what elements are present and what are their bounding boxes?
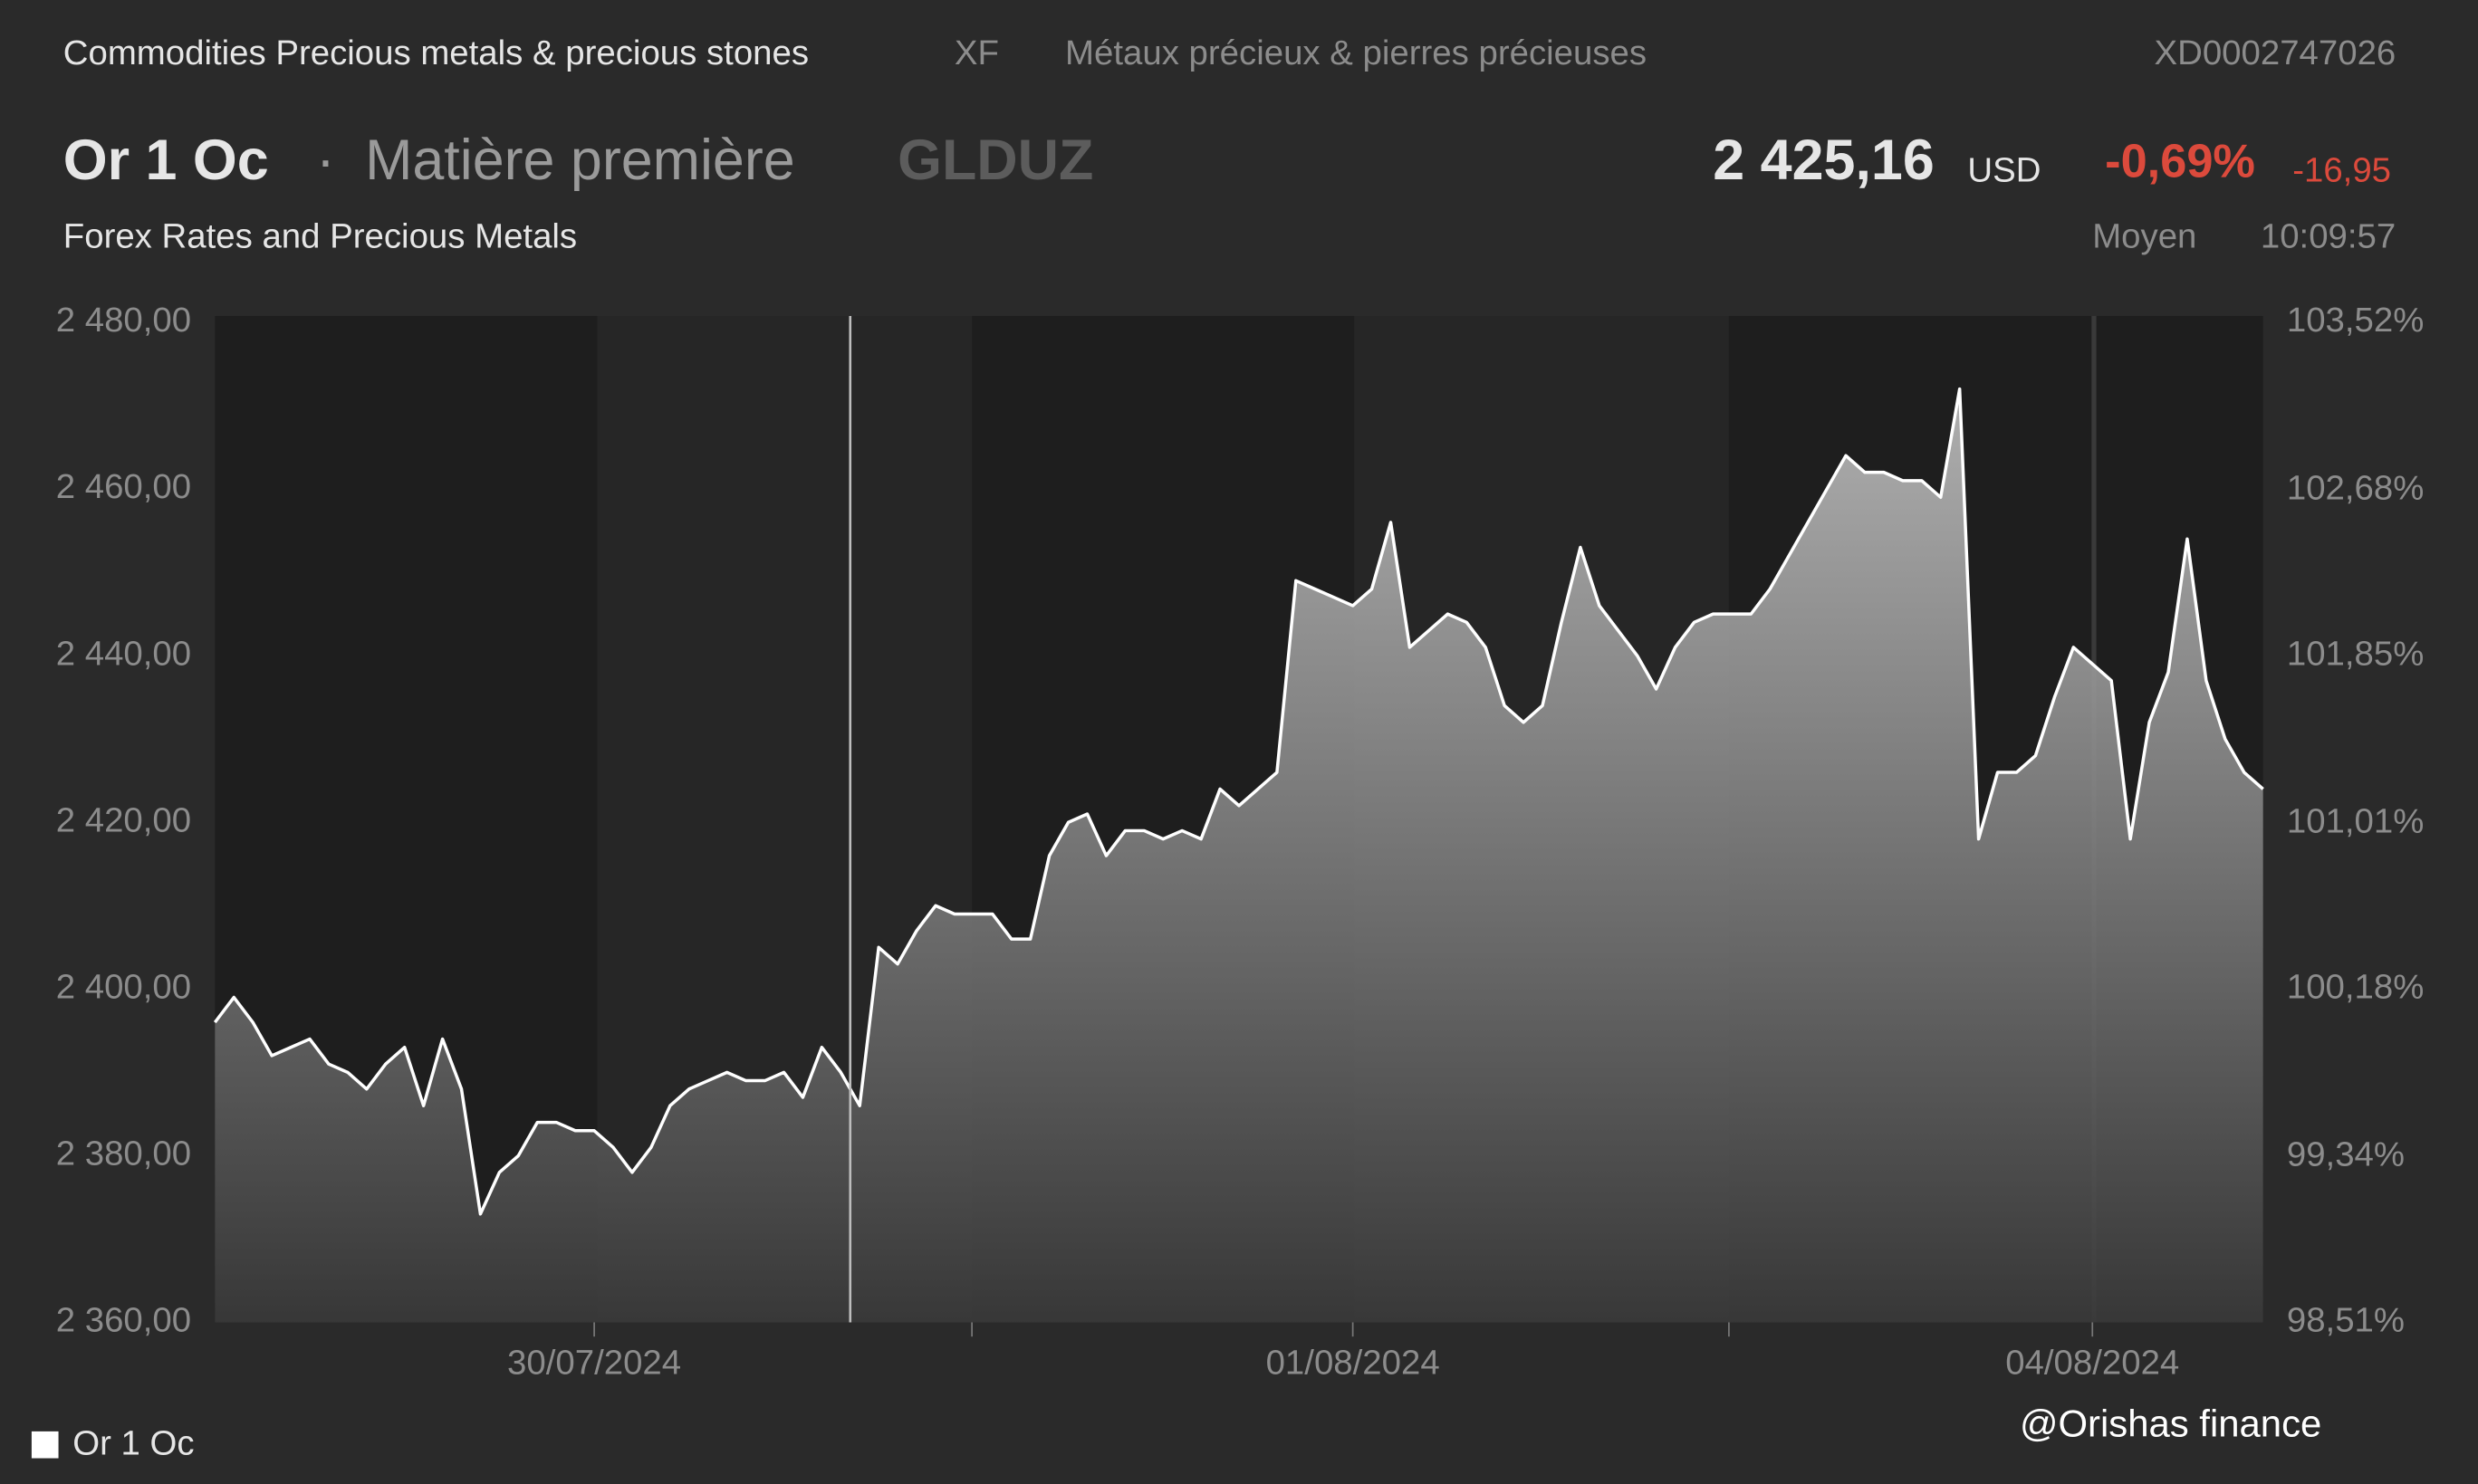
time: 10:09:57: [2261, 217, 2396, 256]
legend-label: Or 1 Oc: [72, 1424, 194, 1463]
plot: 2 360,00 2 380,00 2 400,00 2 420,00 2 440,00…: [56, 301, 2425, 1383]
x-tick-label: 30/07/2024: [507, 1344, 681, 1383]
breadcrumb: Commodities Precious metals & precious s…: [63, 34, 809, 72]
market: Forex Rates and Precious Metals: [63, 217, 577, 256]
price-line: [213, 387, 2264, 1216]
y-tick-label: 2 400,00: [56, 967, 191, 1006]
separator: ·: [316, 129, 335, 192]
y-tick-label: 2 460,00: [56, 467, 191, 506]
category: Métaux précieux & pierres précieuses: [1065, 34, 1647, 72]
price-type: Moyen: [2092, 217, 2196, 256]
currency: USD: [1967, 150, 2041, 189]
y-tick-label: 2 480,00: [56, 301, 191, 340]
price: 2 425,16: [1713, 129, 1934, 192]
ticker: GLDUZ: [898, 129, 1093, 192]
y2-tick-label: 101,01%: [2287, 801, 2425, 840]
change-absolute: -16,95: [2292, 150, 2391, 189]
watermark: @Orishas finance: [2020, 1403, 2321, 1445]
y2-tick-label: 102,68%: [2287, 468, 2425, 507]
y-tick-label: 2 380,00: [56, 1135, 191, 1173]
y2-tick-label: 103,52%: [2287, 301, 2425, 340]
area-fill: [215, 388, 2263, 1323]
change-percent: -0,69%: [2105, 135, 2255, 187]
x-tick-label: 01/08/2024: [1266, 1344, 1440, 1383]
y2-tick-label: 99,34%: [2287, 1135, 2405, 1174]
exchange: XF: [955, 34, 999, 72]
y-tick-label: 2 360,00: [56, 1301, 191, 1340]
y-tick-label: 2 440,00: [56, 634, 191, 673]
y2-tick-label: 98,51%: [2287, 1301, 2405, 1340]
y-tick-label: 2 420,00: [56, 800, 191, 839]
instrument-kind: Matière première: [365, 129, 795, 192]
y2-tick-label: 100,18%: [2287, 967, 2425, 1006]
instrument-name: Or 1 Oc: [63, 129, 269, 192]
isin: XD0002747026: [2155, 34, 2396, 72]
x-tick-label: 04/08/2024: [2005, 1344, 2179, 1383]
y2-tick-label: 101,85%: [2287, 634, 2425, 673]
legend-swatch: [31, 1431, 59, 1459]
